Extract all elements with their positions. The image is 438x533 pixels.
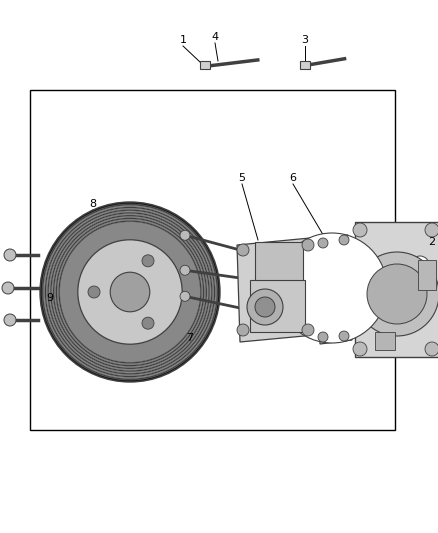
Circle shape [53, 215, 207, 369]
Circle shape [318, 332, 328, 342]
Circle shape [54, 216, 206, 368]
Circle shape [302, 324, 314, 336]
Circle shape [180, 292, 190, 301]
Circle shape [88, 286, 100, 298]
Bar [30, 90, 395, 430]
Circle shape [4, 249, 16, 261]
Bar [200, 61, 210, 69]
Bar [375, 332, 395, 350]
Circle shape [367, 264, 427, 324]
Circle shape [339, 235, 349, 245]
Circle shape [302, 239, 314, 251]
Circle shape [279, 235, 385, 341]
Text: 7: 7 [187, 333, 194, 343]
Circle shape [45, 207, 215, 377]
Text: 3: 3 [301, 35, 308, 45]
Circle shape [4, 314, 16, 326]
Text: 6: 6 [290, 173, 297, 183]
Circle shape [425, 342, 438, 356]
Circle shape [237, 324, 249, 336]
Circle shape [237, 244, 249, 256]
Circle shape [339, 331, 349, 341]
Text: 2: 2 [428, 237, 435, 247]
Bar [355, 222, 438, 357]
Circle shape [180, 265, 190, 275]
Polygon shape [318, 235, 352, 344]
Circle shape [78, 240, 182, 344]
Circle shape [353, 342, 367, 356]
Circle shape [277, 233, 387, 343]
Circle shape [60, 222, 200, 362]
Text: 5: 5 [239, 173, 246, 183]
Bar [250, 280, 305, 332]
Circle shape [425, 223, 438, 237]
Circle shape [142, 255, 154, 267]
Circle shape [2, 282, 14, 294]
Circle shape [46, 208, 214, 376]
Circle shape [355, 252, 438, 336]
Circle shape [50, 212, 210, 372]
Circle shape [247, 289, 283, 325]
Circle shape [47, 209, 212, 375]
Bar [418, 260, 436, 290]
Circle shape [411, 299, 429, 317]
Text: 1: 1 [180, 35, 187, 45]
Circle shape [57, 219, 203, 365]
Circle shape [318, 238, 328, 248]
Circle shape [40, 202, 220, 382]
Text: 4: 4 [212, 32, 219, 42]
Text: 8: 8 [89, 199, 96, 209]
Circle shape [58, 221, 201, 364]
Circle shape [255, 297, 275, 317]
Circle shape [43, 205, 217, 378]
Bar [300, 61, 310, 69]
Circle shape [180, 230, 190, 240]
Circle shape [110, 272, 150, 312]
Circle shape [353, 223, 367, 237]
Circle shape [42, 204, 218, 380]
Polygon shape [410, 255, 430, 320]
Circle shape [56, 217, 204, 366]
Text: 9: 9 [46, 293, 53, 303]
Bar [255, 242, 303, 284]
Polygon shape [237, 238, 315, 342]
Circle shape [142, 317, 154, 329]
Circle shape [52, 214, 208, 370]
Circle shape [411, 256, 429, 274]
Circle shape [49, 211, 211, 373]
